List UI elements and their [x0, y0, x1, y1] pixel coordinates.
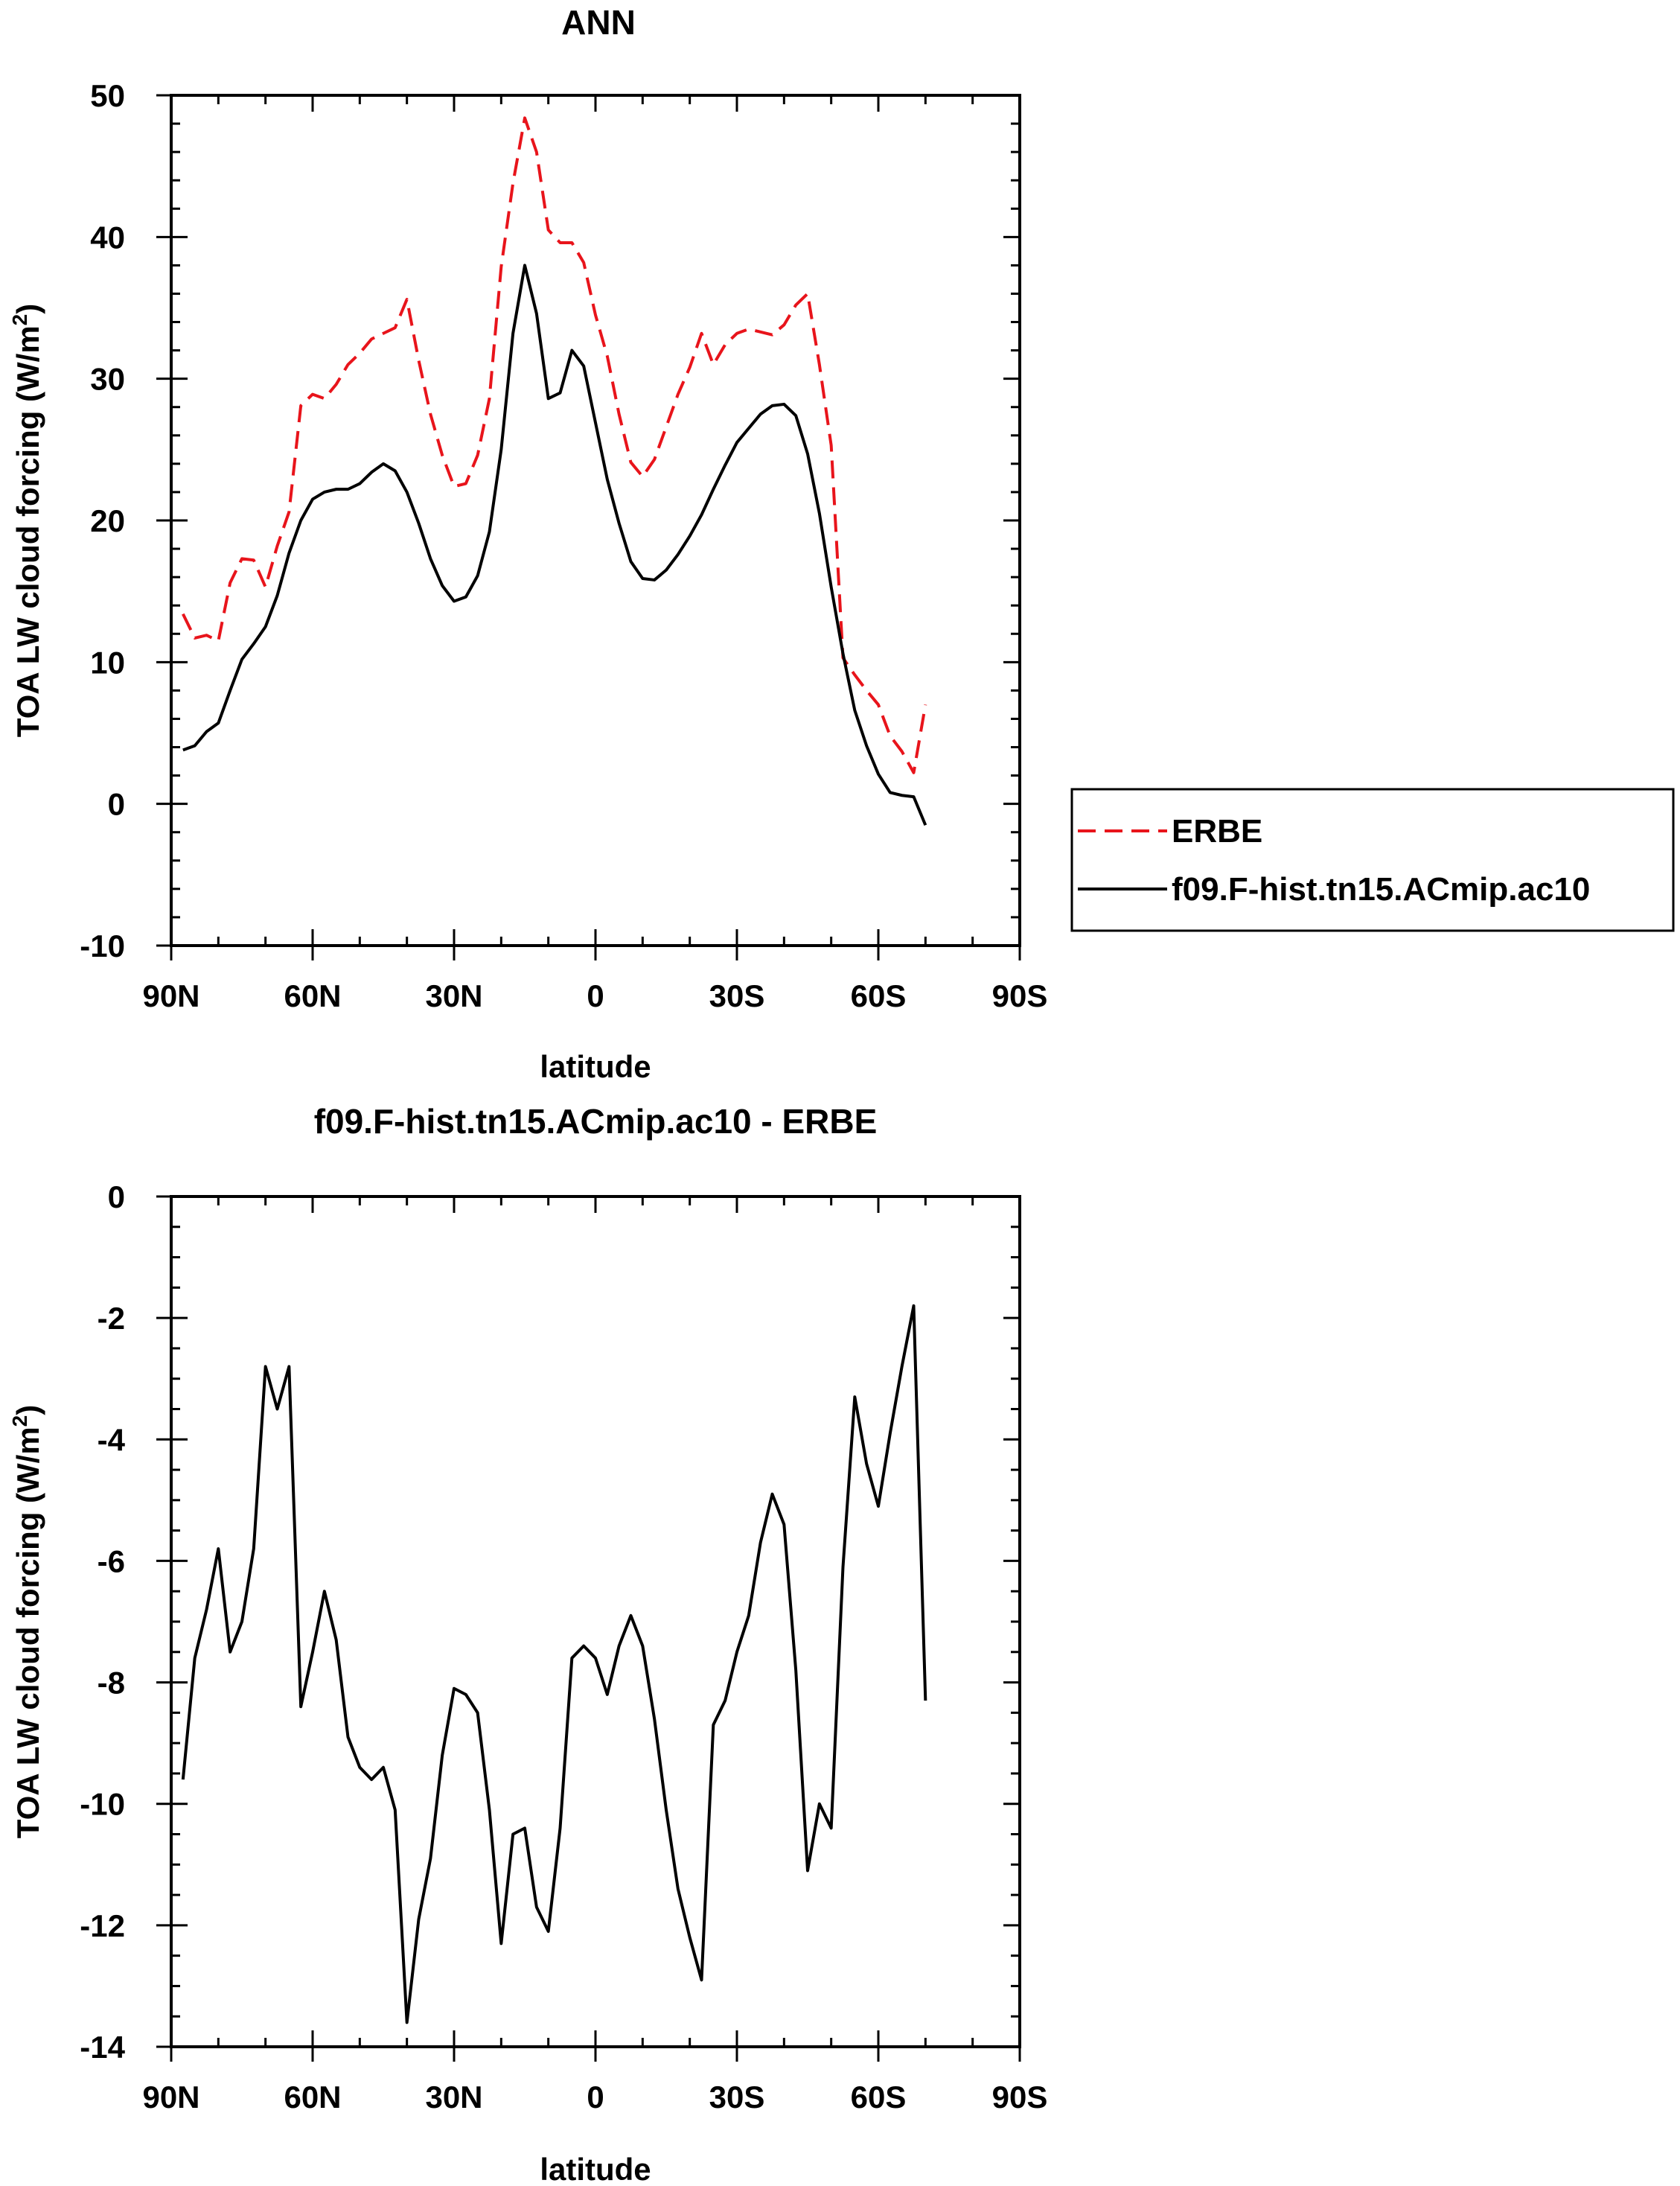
plot-area: 90N 60N 30N 0 30S 60S 90S 0 -2 -4 -6 -8 -10 -12 -14	[80, 1179, 1047, 2115]
y-axis-label: TOA LW cloud forcing (W/m2)	[8, 1405, 45, 1839]
x-tick-label: 30N	[425, 2080, 482, 2115]
x-tick-label: 90S	[992, 978, 1048, 1013]
plot-area: 90N 60N 30N 0 30S 60S 90S 50 40 30 20 10 0 -10	[80, 78, 1047, 1013]
y-axis-label-close: )	[10, 1405, 45, 1415]
difference-panel: f09.F-hist.tn15.ACmip.ac10 - ERBE 90N 60N…	[8, 1102, 1047, 2186]
y-axis-label-text: TOA LW cloud forcing (W/m	[10, 325, 45, 737]
y-axis-label-text: TOA LW cloud forcing (W/m	[10, 1427, 45, 1838]
y-tick-label: 10	[90, 645, 125, 680]
y-tick-label: -10	[80, 1787, 125, 1822]
legend-label-model: f09.F-hist.tn15.ACmip.ac10	[1172, 871, 1590, 908]
x-tick-label: 0	[587, 2080, 604, 2115]
x-tick-label: 30N	[425, 978, 482, 1013]
x-tick-label: 60N	[284, 2080, 341, 2115]
x-tick-label: 30S	[709, 978, 765, 1013]
x-axis-label: latitude	[540, 1049, 651, 1084]
x-tick-label: 60N	[284, 978, 341, 1013]
legend-label-erbe: ERBE	[1172, 813, 1262, 850]
x-tick-label: 90N	[142, 2080, 199, 2115]
x-tick-label: 90S	[992, 2080, 1048, 2115]
plot-frame	[170, 94, 1021, 947]
y-tick-label: -4	[98, 1422, 126, 1457]
y-axis-label-superscript: 2	[8, 1415, 31, 1427]
x-tick-label: 60S	[851, 978, 907, 1013]
legend: ERBE f09.F-hist.tn15.ACmip.ac10	[1070, 788, 1675, 932]
y-tick-label: 50	[90, 78, 125, 113]
y-tick-label: 0	[108, 787, 125, 822]
x-tick-label: 60S	[851, 2080, 907, 2115]
series-group	[182, 116, 927, 826]
axis-ticks	[156, 94, 1021, 960]
y-tick-label: -12	[80, 1908, 125, 1943]
series-line-difference	[181, 1304, 927, 2024]
y-tick-label: -10	[80, 928, 125, 963]
y-tick-label: 30	[90, 362, 125, 397]
annual-mean-panel: ANN 90N 60N 30N 0 30S 60S 90S 50 40 30 20 10 0 -10 la…	[8, 3, 1675, 1084]
series-group	[181, 1304, 927, 2024]
x-tick-label: 0	[587, 978, 604, 1013]
tick-labels: 90N 60N 30N 0 30S 60S 90S 50 40 30 20 10 0 -10	[80, 78, 1047, 1013]
series-line-model	[182, 264, 927, 826]
x-axis-label: latitude	[540, 2152, 651, 2186]
y-axis-label: TOA LW cloud forcing (W/m2)	[8, 304, 45, 738]
y-tick-label: -8	[98, 1666, 125, 1701]
y-tick-label: 0	[108, 1179, 125, 1214]
y-tick-label: -14	[80, 2030, 125, 2065]
series-line-erbe	[182, 116, 927, 774]
y-tick-label: -6	[98, 1543, 125, 1578]
y-axis-label-superscript: 2	[8, 314, 31, 326]
chart-title: ANN	[561, 3, 636, 42]
y-axis-label-close: )	[10, 304, 45, 314]
y-tick-label: 40	[90, 220, 125, 255]
tick-labels: 90N 60N 30N 0 30S 60S 90S 0 -2 -4 -6 -8 -10 -12 -14	[80, 1179, 1047, 2115]
chart-title: f09.F-hist.tn15.ACmip.ac10 - ERBE	[314, 1102, 878, 1141]
legend-box	[1070, 788, 1675, 932]
x-tick-label: 90N	[142, 978, 199, 1013]
x-tick-label: 30S	[709, 2080, 765, 2115]
y-tick-label: -2	[98, 1301, 125, 1336]
axis-ticks	[156, 1195, 1021, 2062]
y-tick-label: 20	[90, 503, 125, 538]
